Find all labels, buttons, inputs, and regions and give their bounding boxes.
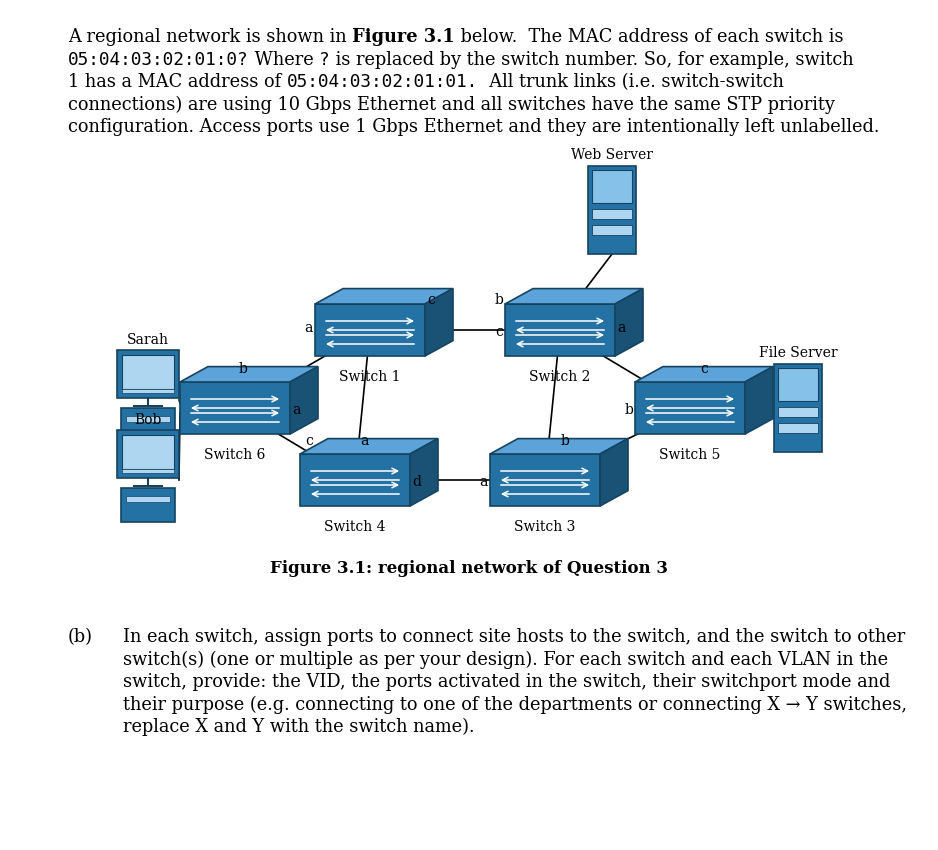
Text: Switch 5: Switch 5: [659, 448, 720, 462]
Polygon shape: [300, 454, 410, 506]
Text: a: a: [479, 475, 488, 489]
FancyBboxPatch shape: [126, 416, 170, 422]
Text: 05:04:03:02:01:0?: 05:04:03:02:01:0?: [68, 50, 249, 69]
Text: Switch 6: Switch 6: [204, 448, 265, 462]
Text: Switch 3: Switch 3: [514, 520, 576, 534]
Polygon shape: [490, 439, 628, 454]
Text: c: c: [700, 362, 708, 376]
Polygon shape: [635, 366, 773, 382]
Text: Figure 3.1: regional network of Question 3: Figure 3.1: regional network of Question…: [270, 560, 668, 577]
FancyBboxPatch shape: [778, 423, 818, 434]
Text: b: b: [561, 434, 569, 448]
Polygon shape: [505, 304, 615, 356]
Text: a: a: [360, 434, 369, 448]
FancyBboxPatch shape: [778, 368, 818, 401]
Text: b: b: [238, 362, 248, 376]
Text: replace X and Y with the switch name).: replace X and Y with the switch name).: [123, 718, 475, 736]
Text: Switch 1: Switch 1: [340, 370, 401, 384]
Polygon shape: [300, 439, 438, 454]
Text: A regional network is shown in: A regional network is shown in: [68, 28, 353, 46]
Text: ?: ?: [319, 50, 329, 69]
FancyBboxPatch shape: [121, 408, 175, 442]
Polygon shape: [180, 366, 318, 382]
FancyBboxPatch shape: [117, 430, 179, 478]
Polygon shape: [600, 439, 628, 506]
Polygon shape: [410, 439, 438, 506]
Text: b: b: [494, 293, 503, 307]
Text: a: a: [305, 321, 313, 335]
Text: b: b: [624, 403, 633, 417]
FancyBboxPatch shape: [126, 496, 170, 502]
Text: File Server: File Server: [759, 346, 838, 360]
Polygon shape: [425, 289, 453, 356]
FancyBboxPatch shape: [122, 355, 174, 389]
Text: connections) are using 10 Gbps Ethernet and all switches have the same STP prior: connections) are using 10 Gbps Ethernet …: [68, 95, 835, 114]
Text: switch(s) (one or multiple as per your design). For each switch and each VLAN in: switch(s) (one or multiple as per your d…: [123, 650, 888, 669]
FancyBboxPatch shape: [588, 166, 636, 254]
Text: a: a: [292, 403, 300, 417]
Text: Figure 3.1: Figure 3.1: [353, 28, 455, 46]
Text: configuration. Access ports use 1 Gbps Ethernet and they are intentionally left : configuration. Access ports use 1 Gbps E…: [68, 118, 879, 136]
FancyBboxPatch shape: [592, 170, 632, 203]
Text: c: c: [305, 434, 313, 448]
FancyBboxPatch shape: [778, 407, 818, 417]
Text: below.  The MAC address of each switch is: below. The MAC address of each switch is: [455, 28, 843, 46]
FancyBboxPatch shape: [122, 435, 174, 469]
Text: Switch 4: Switch 4: [325, 520, 386, 534]
Polygon shape: [745, 366, 773, 434]
Text: All trunk links (i.e. switch-switch: All trunk links (i.e. switch-switch: [478, 73, 784, 91]
Text: their purpose (e.g. connecting to one of the departments or connecting X → Y swi: their purpose (e.g. connecting to one of…: [123, 695, 907, 714]
Text: a: a: [617, 321, 626, 335]
Polygon shape: [615, 289, 643, 356]
FancyBboxPatch shape: [122, 469, 174, 473]
Text: In each switch, assign ports to connect site hosts to the switch, and the switch: In each switch, assign ports to connect …: [123, 628, 905, 646]
Text: Web Server: Web Server: [571, 148, 653, 162]
Polygon shape: [490, 454, 600, 506]
FancyBboxPatch shape: [592, 225, 632, 235]
Text: Sarah: Sarah: [127, 333, 169, 347]
FancyBboxPatch shape: [774, 364, 822, 452]
Text: c: c: [495, 325, 503, 339]
Text: Bob: Bob: [134, 413, 161, 427]
Text: (b): (b): [68, 628, 93, 646]
Text: Switch 2: Switch 2: [529, 370, 591, 384]
Text: c: c: [427, 293, 435, 307]
Text: is replaced by the switch number. So, for example, switch: is replaced by the switch number. So, fo…: [329, 50, 854, 69]
Text: 1 has a MAC address of: 1 has a MAC address of: [68, 73, 287, 91]
Text: d: d: [412, 475, 421, 489]
FancyBboxPatch shape: [117, 350, 179, 398]
Text: Where: Where: [249, 50, 319, 69]
Polygon shape: [315, 304, 425, 356]
Polygon shape: [180, 382, 290, 434]
FancyBboxPatch shape: [592, 209, 632, 219]
FancyBboxPatch shape: [122, 389, 174, 393]
FancyBboxPatch shape: [121, 488, 175, 522]
Polygon shape: [635, 382, 745, 434]
Text: 05:04:03:02:01:01.: 05:04:03:02:01:01.: [287, 73, 478, 91]
Polygon shape: [315, 289, 453, 304]
Polygon shape: [505, 289, 643, 304]
Text: switch, provide: the VID, the ports activated in the switch, their switchport mo: switch, provide: the VID, the ports acti…: [123, 673, 890, 691]
Polygon shape: [290, 366, 318, 434]
